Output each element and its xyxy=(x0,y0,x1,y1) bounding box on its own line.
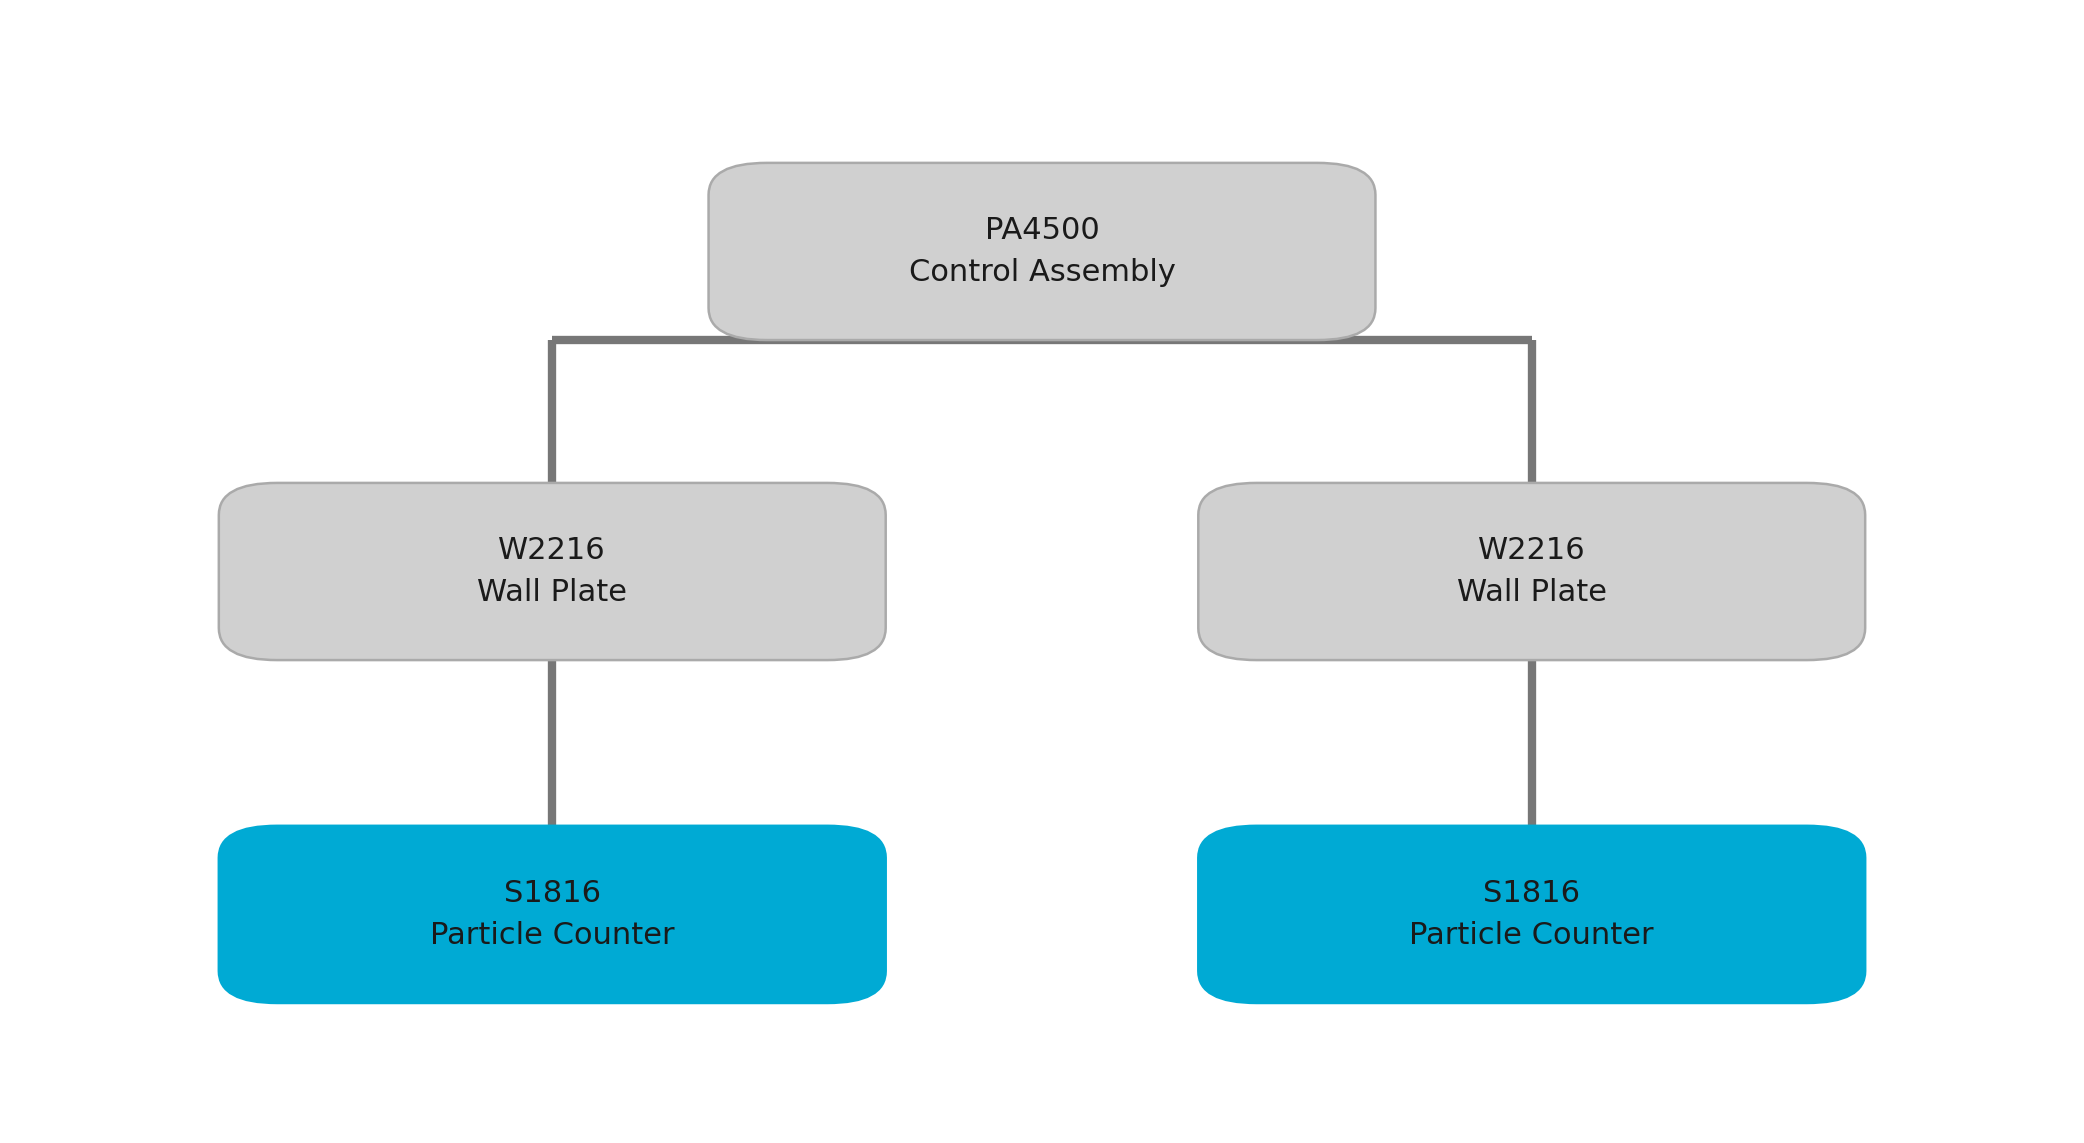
FancyBboxPatch shape xyxy=(1198,825,1865,1004)
Text: S1816
Particle Counter: S1816 Particle Counter xyxy=(429,879,675,950)
FancyBboxPatch shape xyxy=(709,162,1375,341)
FancyBboxPatch shape xyxy=(219,825,886,1004)
Text: W2216
Wall Plate: W2216 Wall Plate xyxy=(1457,536,1607,607)
Text: PA4500
Control Assembly: PA4500 Control Assembly xyxy=(909,216,1175,287)
FancyBboxPatch shape xyxy=(219,482,886,661)
Text: W2216
Wall Plate: W2216 Wall Plate xyxy=(477,536,627,607)
FancyBboxPatch shape xyxy=(1198,482,1865,661)
Text: S1816
Particle Counter: S1816 Particle Counter xyxy=(1409,879,1655,950)
